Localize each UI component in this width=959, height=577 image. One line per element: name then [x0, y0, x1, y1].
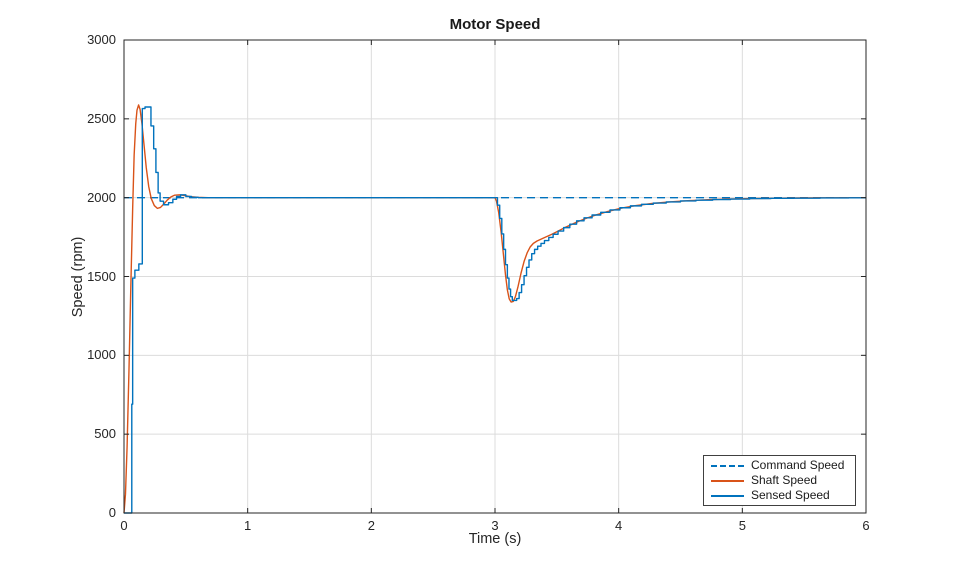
x-tick-label: 0: [120, 518, 128, 533]
legend-solid-line-sample: [711, 479, 744, 482]
x-tick-label: 1: [244, 518, 252, 533]
y-tick-label: 1000: [87, 347, 116, 363]
y-tick-label: 2000: [87, 189, 116, 205]
legend-dashed-line-sample: [711, 464, 744, 467]
x-tick-label: 4: [615, 518, 623, 533]
y-tick-label: 1500: [87, 268, 116, 284]
x-tick-label: 5: [738, 518, 746, 533]
legend-item: Command Speed: [704, 459, 855, 472]
legend-item: Shaft Speed: [704, 474, 855, 487]
legend-item: Sensed Speed: [704, 489, 855, 502]
y-tick-label: 0: [108, 505, 116, 520]
legend-solid-line-sample: [711, 494, 744, 497]
legend: Command Speed Shaft Speed Sensed Speed: [703, 455, 856, 506]
x-tick-label: 2: [367, 518, 375, 533]
legend-label: Sensed Speed: [751, 488, 830, 502]
y-tick-label: 2500: [87, 110, 116, 126]
x-axis-label: Time (s): [468, 531, 522, 547]
x-tick-label: 3: [491, 518, 499, 533]
y-tick-label: 3000: [87, 32, 116, 47]
chart-title: Motor Speed: [449, 16, 541, 33]
series-sensed-speed: [124, 106, 866, 514]
legend-label: Command Speed: [751, 458, 845, 472]
x-tick-label: 6: [862, 518, 870, 533]
legend-label: Shaft Speed: [751, 473, 818, 487]
y-tick-label: 500: [94, 426, 116, 442]
